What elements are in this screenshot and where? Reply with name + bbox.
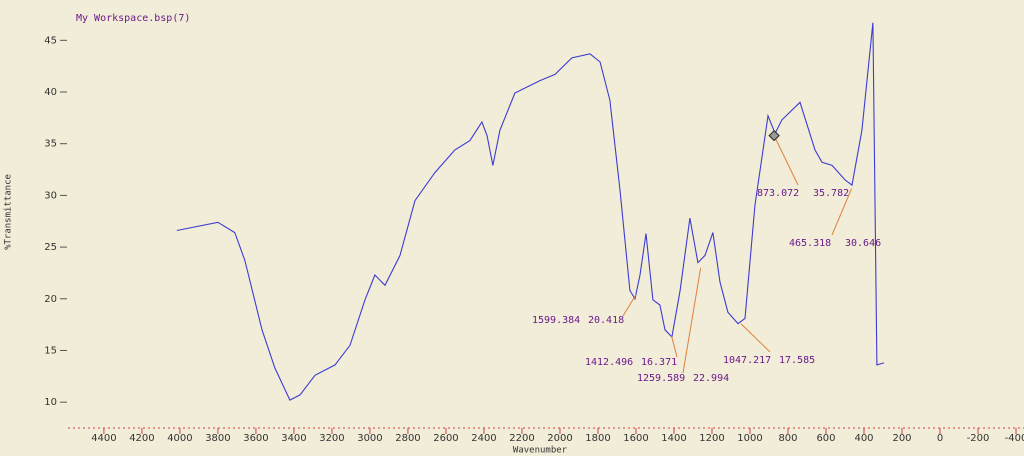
chart-title: My Workspace.bsp(7)	[76, 13, 190, 24]
peak-marker	[768, 129, 780, 142]
annotation-x: 465.318	[789, 238, 831, 249]
x-tick-label: 1200	[699, 433, 724, 444]
annotation-y: 35.782	[813, 188, 849, 199]
x-tick-label: 3800	[205, 433, 230, 444]
annotation-y: 30.646	[845, 238, 881, 249]
y-tick-label: 45	[44, 35, 57, 46]
x-tick-label: 200	[892, 433, 911, 444]
x-tick-label: -200	[967, 433, 990, 444]
annotation-leader	[622, 294, 637, 317]
y-tick-label: 20	[44, 294, 57, 305]
x-tick-label: 2000	[547, 433, 572, 444]
x-tick-label: 3400	[281, 433, 306, 444]
x-tick-label: 3200	[319, 433, 344, 444]
x-tick-label: 4000	[167, 433, 192, 444]
x-tick-label: 4200	[129, 433, 154, 444]
y-tick-label: 10	[44, 397, 57, 408]
x-tick-label: 3600	[243, 433, 268, 444]
x-tick-label: 800	[778, 433, 797, 444]
y-tick-label: 40	[44, 87, 57, 98]
annotation-leader	[682, 267, 702, 374]
y-tick-label: 25	[44, 242, 57, 253]
annotation-leader	[740, 323, 771, 353]
x-axis-label: Wavenumber	[513, 446, 568, 456]
annotation-y: 22.994	[693, 373, 729, 384]
x-tick-label: 2200	[509, 433, 534, 444]
annotation-leader	[773, 135, 799, 186]
y-tick-label: 15	[44, 345, 57, 356]
spectrum-line	[176, 22, 885, 401]
x-tick-label: 0	[937, 433, 943, 444]
x-tick-label: 1600	[623, 433, 648, 444]
annotation-y: 20.418	[588, 315, 624, 326]
x-tick-label: 2600	[433, 433, 458, 444]
x-tick-label: 3000	[357, 433, 382, 444]
y-axis-label: %Transmittance	[4, 174, 14, 250]
annotation-y: 17.585	[779, 355, 815, 366]
annotation-x: 1047.217	[723, 355, 771, 366]
x-tick-label: 2800	[395, 433, 420, 444]
x-tick-label: 600	[816, 433, 835, 444]
y-tick-label: 30	[44, 190, 57, 201]
y-tick-label: 35	[44, 139, 57, 150]
annotation-x: 1259.589	[637, 373, 685, 384]
annotation-x: 873.072	[757, 188, 799, 199]
x-tick-label: 400	[854, 433, 873, 444]
annotation-leader	[671, 336, 678, 358]
x-tick-label: 1800	[585, 433, 610, 444]
annotation-leader	[831, 188, 853, 236]
annotation-y: 16.371	[641, 357, 677, 368]
x-tick-label: 1400	[661, 433, 686, 444]
x-tick-label: 4400	[91, 433, 116, 444]
annotation-x: 1599.384	[532, 315, 580, 326]
annotation-x: 1412.496	[585, 357, 633, 368]
x-tick-label: 1000	[737, 433, 762, 444]
x-tick-label: -400	[1005, 433, 1024, 444]
x-tick-label: 2400	[471, 433, 496, 444]
